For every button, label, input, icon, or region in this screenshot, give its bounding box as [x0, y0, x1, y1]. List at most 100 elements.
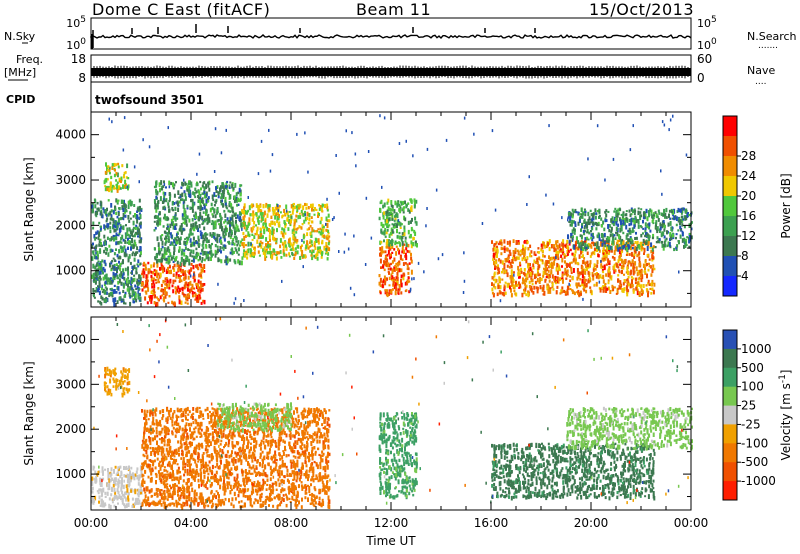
echo-cell	[299, 245, 302, 250]
echo-cell	[123, 245, 126, 249]
echo-cell	[582, 247, 585, 251]
echo-cell	[215, 194, 217, 197]
echo-cell	[126, 185, 129, 189]
echo-cell	[584, 285, 587, 289]
echo-cell	[171, 284, 174, 288]
echo-cell	[106, 366, 109, 372]
echo-cell	[617, 274, 620, 277]
echo-cell	[565, 255, 568, 258]
echo-cell	[105, 382, 107, 385]
echo-cell	[549, 263, 552, 268]
echo-cell	[143, 285, 146, 289]
echo-cell	[642, 216, 645, 220]
echo-cell	[577, 274, 580, 278]
echo-cell	[181, 213, 184, 217]
echo-cell	[176, 260, 179, 265]
echo-cell	[120, 176, 123, 182]
echo-cell	[97, 470, 100, 475]
echo-cell	[211, 194, 214, 200]
echo-cell	[104, 502, 107, 506]
echo-cell	[229, 202, 232, 206]
echo-cell	[600, 263, 603, 268]
echo-cell	[491, 291, 494, 295]
echo-cell	[571, 252, 574, 256]
echo-cell	[631, 231, 634, 234]
echo-cell	[158, 258, 160, 263]
echo-cell	[217, 257, 220, 263]
echo-cell	[235, 219, 237, 224]
echo-cell	[145, 499, 148, 504]
echo-cell	[669, 231, 672, 237]
echo-cell	[197, 217, 200, 222]
echo-cell	[325, 250, 328, 254]
echo-cell	[678, 240, 680, 245]
echo-cell	[247, 196, 249, 199]
echo-cell	[188, 258, 191, 263]
echo-cell	[109, 262, 111, 268]
echo-cell	[167, 301, 170, 304]
echo-cell	[203, 203, 206, 207]
echo-cell	[568, 221, 571, 223]
echo-cell	[681, 231, 684, 237]
echo-cell	[236, 477, 238, 481]
echo-cell	[629, 261, 632, 264]
echo-cell	[579, 284, 582, 288]
echo-cell	[157, 297, 160, 301]
echo-cell	[389, 253, 392, 257]
echo-cell	[266, 213, 269, 218]
echo-cell	[218, 249, 221, 252]
echo-cell	[589, 289, 592, 294]
echo-cell	[94, 199, 97, 204]
echo-cell	[189, 280, 192, 286]
echo-cell	[387, 218, 389, 224]
echo-cell	[188, 261, 191, 266]
echo-cell	[285, 204, 288, 210]
echo-cell	[125, 503, 128, 508]
echo-cell	[389, 290, 392, 294]
echo-cell	[105, 186, 108, 191]
echo-cell	[138, 292, 141, 296]
echo-cell	[299, 256, 302, 260]
echo-cell	[671, 210, 673, 214]
echo-cell	[115, 220, 118, 225]
echo-cell	[604, 244, 607, 248]
echo-cell	[197, 195, 200, 199]
echo-cell	[688, 239, 691, 244]
echo-cell	[640, 208, 643, 211]
echo-cell	[557, 279, 560, 284]
echo-cell	[253, 247, 256, 252]
echo-cell	[557, 278, 560, 282]
echo-cell	[556, 240, 559, 244]
echo-cell	[165, 241, 168, 244]
echo-cell	[496, 253, 498, 259]
echo-cell	[186, 184, 189, 189]
echo-cell	[536, 286, 539, 291]
echo-cell	[313, 241, 316, 245]
echo-cell	[411, 217, 413, 222]
echo-cell	[188, 218, 191, 223]
echo-cell	[615, 292, 618, 295]
echo-cell	[580, 228, 582, 232]
echo-cell	[188, 180, 190, 184]
echo-cell	[633, 220, 636, 225]
echo-cell	[139, 246, 142, 252]
echo-cell	[95, 475, 98, 481]
echo-cell	[629, 213, 632, 217]
echo-cell	[602, 254, 605, 258]
echo-cell	[119, 217, 122, 221]
echo-cell	[664, 213, 666, 219]
echo-cell	[137, 488, 140, 493]
echo-cell	[648, 265, 651, 268]
echo-cell	[408, 209, 411, 214]
echo-cell	[116, 188, 119, 193]
echo-cell	[203, 270, 206, 273]
echo-cell	[519, 261, 521, 265]
echo-cell	[274, 223, 276, 226]
echo-cell	[581, 274, 584, 279]
echo-cell	[110, 281, 113, 285]
echo-cell	[307, 170, 309, 174]
echo-cell	[574, 249, 577, 254]
echo-cell	[285, 253, 288, 257]
echo-cell	[131, 238, 133, 243]
echo-cell	[266, 250, 269, 255]
